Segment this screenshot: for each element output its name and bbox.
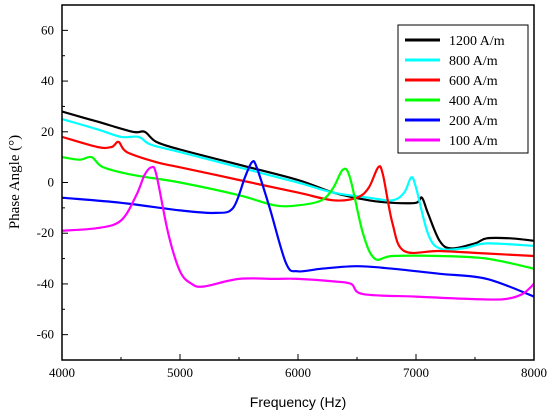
x-tick-label: 5000 (167, 365, 193, 380)
ticks-layer: 4000 5000 6000 7000 8000 -60 -40 -20 0 20 40 60 (37, 4, 547, 380)
legend-label-200-a-per-m: 200 A/m (449, 114, 498, 129)
legend-label-400-a-per-m: 400 A/m (449, 94, 498, 109)
y-axis-title: Phase Angle (°) (7, 135, 23, 229)
y-tick-label: 40 (41, 73, 54, 88)
series-line-200-a-per-m (62, 159, 534, 298)
plot-frame (61, 4, 535, 361)
legend-label-600-a-per-m: 600 A/m (449, 74, 498, 89)
y-tick-label: 60 (41, 22, 54, 37)
series-layer (62, 110, 534, 301)
x-axis-title: Frequency (Hz) (250, 394, 346, 410)
x-tick-label: 7000 (403, 365, 429, 380)
legend: 1200 A/m 800 A/m 600 A/m 400 A/m 200 A/m 100 … (397, 24, 529, 154)
x-tick-label: 6000 (285, 365, 311, 380)
legend-label-1200-a-per-m: 1200 A/m (449, 34, 505, 49)
x-tick-label: 8000 (521, 365, 547, 380)
x-tick-label: 4000 (49, 365, 75, 380)
y-tick-label: 0 (48, 175, 55, 190)
series-line-100-a-per-m (62, 165, 534, 301)
y-tick-label: 20 (41, 124, 54, 139)
y-tick-label: -40 (37, 276, 54, 291)
legend-label-800-a-per-m: 800 A/m (449, 54, 498, 69)
series-line-800-a-per-m (62, 118, 534, 251)
series-line-600-a-per-m (62, 135, 534, 258)
series-line-1200-a-per-m (62, 110, 534, 250)
y-tick-label: -20 (37, 225, 54, 240)
y-tick-label: -60 (37, 327, 54, 342)
legend-box (397, 24, 529, 154)
legend-label-100-a-per-m: 100 A/m (449, 134, 498, 149)
series-line-400-a-per-m (62, 155, 534, 270)
